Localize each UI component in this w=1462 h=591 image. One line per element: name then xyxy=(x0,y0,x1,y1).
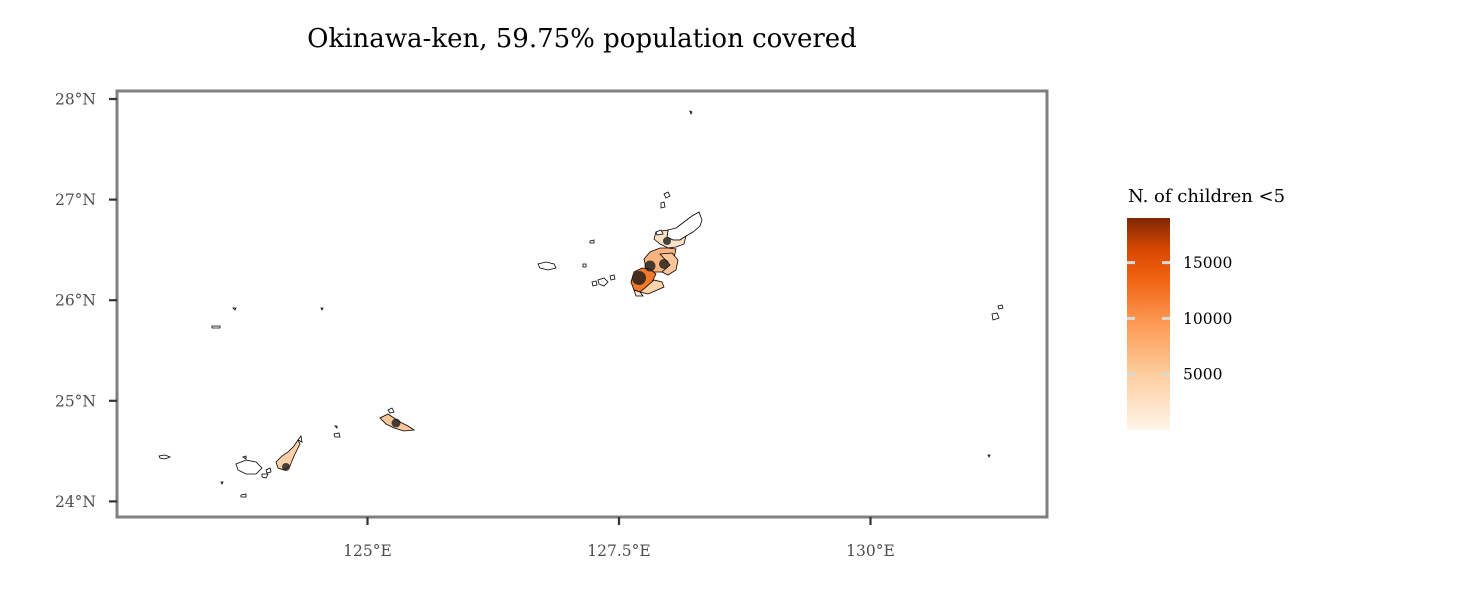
island-kume xyxy=(537,261,557,271)
x-axis: 125°E 127.5°E 130°E xyxy=(343,517,895,560)
population-points xyxy=(282,237,671,471)
island-hateruma-small xyxy=(220,481,224,485)
island-irabu xyxy=(387,407,395,414)
y-tick-label: 26°N xyxy=(55,292,96,310)
island-tonaki xyxy=(582,263,587,268)
island-yonaguni xyxy=(158,454,172,460)
point-miyakojima xyxy=(391,418,401,428)
y-tick-label: 25°N xyxy=(55,392,96,410)
island-izena xyxy=(660,201,666,209)
legend: N. of children <5 15000 10000 5000 xyxy=(1127,186,1285,430)
okinawa-east-region xyxy=(659,252,679,276)
island-io-tori xyxy=(689,110,693,116)
island-hateruma xyxy=(240,493,247,498)
island-taketomi xyxy=(265,467,272,474)
okinawa-south-region xyxy=(639,279,665,295)
legend-ticks: 15000 10000 5000 xyxy=(1127,254,1232,384)
legend-tick-label: 10000 xyxy=(1183,310,1232,328)
senkaku-kuba xyxy=(232,307,237,311)
iriomote-island xyxy=(235,459,263,475)
x-tick-label: 130°E xyxy=(846,542,895,560)
ishigaki-island xyxy=(275,439,301,471)
x-tick-label: 127.5°E xyxy=(587,542,650,560)
map-title: Okinawa-ken, 59.75% population covered xyxy=(307,24,857,54)
island-oki-daito xyxy=(987,454,991,458)
y-tick-label: 24°N xyxy=(55,493,96,511)
island-hatoma xyxy=(242,455,247,460)
point-ishigaki xyxy=(282,463,290,471)
x-tick-label: 125°E xyxy=(343,542,392,560)
daito-kita xyxy=(997,304,1004,310)
map-panel xyxy=(115,89,1049,519)
island-kohama xyxy=(261,473,269,479)
legend-title: N. of children <5 xyxy=(1128,186,1285,207)
island-tarama xyxy=(333,432,341,438)
island-zamami xyxy=(591,280,598,287)
okinawa-south-tip xyxy=(633,289,644,297)
island-kerama xyxy=(609,274,616,281)
island-minna xyxy=(334,425,338,429)
legend-colorbar xyxy=(1127,218,1170,430)
island-iheya xyxy=(663,191,671,199)
daito-minami xyxy=(991,312,1000,321)
legend-tick-label: 15000 xyxy=(1183,254,1232,272)
island-tokashiki xyxy=(597,277,609,287)
y-tick-label: 28°N xyxy=(55,91,96,109)
point-naha xyxy=(632,271,646,285)
senkaku-taisho xyxy=(320,307,324,311)
island-aguni xyxy=(589,239,595,244)
point-uruma xyxy=(659,259,669,269)
point-okinawa-city xyxy=(644,260,656,272)
legend-tick-label: 5000 xyxy=(1183,366,1222,384)
ishigaki-north xyxy=(297,435,303,443)
point-nago xyxy=(663,237,671,245)
island-iejima xyxy=(655,229,664,236)
senkaku-islands xyxy=(211,325,221,329)
y-axis: 28°N 27°N 26°N 25°N 24°N xyxy=(55,91,117,511)
y-tick-label: 27°N xyxy=(55,191,96,209)
